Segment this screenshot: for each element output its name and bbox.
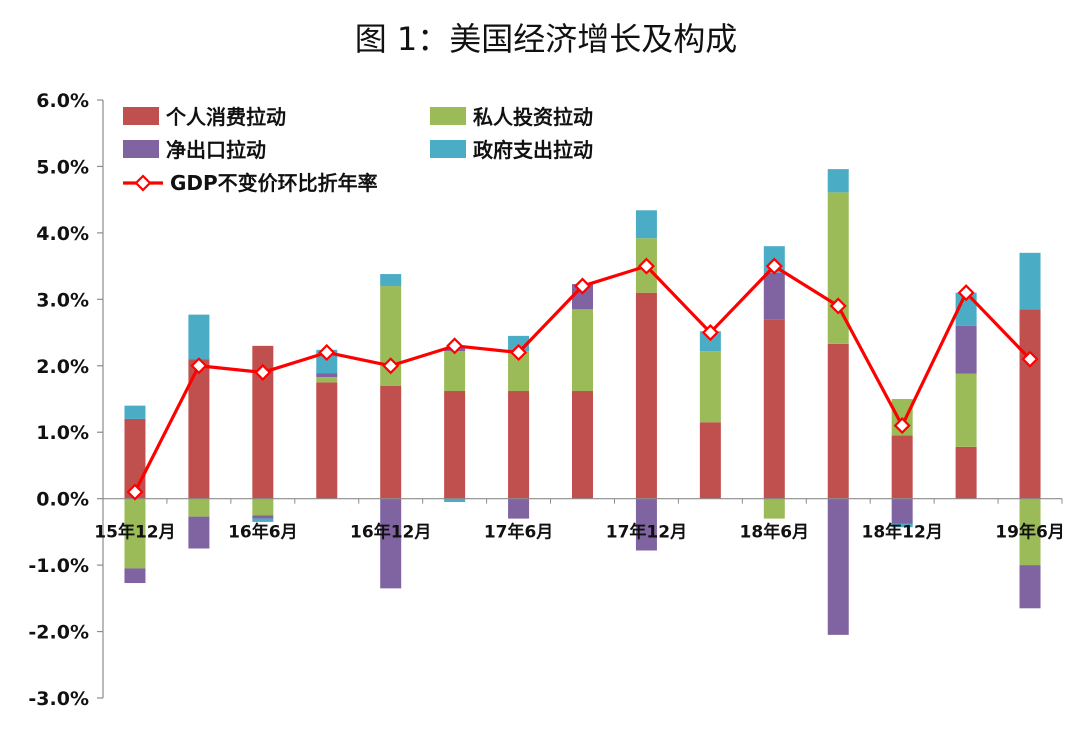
gdp-point-marker — [510, 343, 528, 362]
bar-segment — [508, 351, 530, 392]
bar-segment — [827, 169, 849, 193]
bar-segment — [444, 391, 466, 499]
y-tick-label: 1.0% — [36, 422, 89, 444]
y-tick-label: 6.0% — [36, 90, 89, 112]
bar-segment — [572, 391, 593, 499]
gdp-point-marker — [1021, 350, 1039, 368]
gdp-point-marker — [573, 277, 592, 295]
x-tick-label: 17年12月 — [606, 522, 687, 543]
bar-segment — [380, 385, 402, 499]
bar-segment — [699, 331, 721, 352]
legend-line-marker — [134, 174, 152, 192]
legend-label: 政府支出拉动 — [473, 138, 593, 162]
gdp-point-marker — [637, 257, 655, 275]
bar-segment — [891, 435, 913, 499]
x-tick-label: 19年6月 — [995, 522, 1065, 543]
legend-label: 个人消费拉动 — [165, 105, 286, 129]
bar-segment — [188, 516, 210, 549]
bar-segment — [763, 272, 785, 320]
y-tick-label: -3.0% — [28, 688, 89, 710]
legend-swatch — [123, 140, 159, 158]
y-tick-label: 0.0% — [36, 489, 89, 511]
bar-segment — [763, 319, 785, 499]
bar-segment — [124, 405, 146, 419]
x-tick-label: 17年6月 — [484, 522, 554, 543]
bar-segment — [955, 373, 977, 447]
bar-segment — [635, 292, 657, 499]
x-tick-label: 18年6月 — [740, 522, 810, 543]
bar-segment — [699, 351, 721, 423]
bar-segment — [508, 391, 530, 499]
y-tick-label: -2.0% — [28, 622, 89, 644]
legend-label: 私人投资拉动 — [473, 105, 593, 129]
bar-segment — [252, 498, 274, 516]
bar-segment — [827, 498, 849, 635]
bar-segment — [1019, 252, 1041, 310]
legend-swatch — [430, 107, 466, 125]
x-axis: 15年12月 16年6月 16年12月 17年6月 17年12月 18年6月 18年12月 1… — [94, 498, 1065, 543]
bar-segment — [635, 498, 657, 551]
x-tick-label: 16年12月 — [350, 522, 431, 543]
bar-segment — [827, 343, 849, 499]
bar-segment — [444, 351, 466, 392]
x-tick-label: 18年12月 — [862, 522, 943, 543]
bar-segment — [252, 515, 274, 519]
bar-segment — [188, 359, 210, 499]
gdp-point-marker — [829, 297, 847, 315]
x-tick-label: 15年12月 — [94, 522, 175, 543]
bar-segment — [508, 498, 530, 519]
bar-segment — [1019, 565, 1041, 609]
bar-segment — [380, 274, 402, 287]
gdp-point-marker — [318, 343, 336, 362]
gdp-point-marker — [765, 257, 783, 275]
gdp-point-marker — [446, 337, 464, 355]
bar-segment — [188, 498, 210, 517]
bar-segment — [1019, 498, 1041, 566]
y-axis: -3.0% -2.0% -1.0% 0.0% 1.0% 2.0% 3.0% 4.0% 5.0% 6… — [28, 90, 104, 710]
bar-segment — [316, 377, 338, 383]
bar-segment — [955, 446, 977, 499]
legend-swatch — [123, 107, 159, 125]
y-tick-label: 4.0% — [36, 223, 89, 245]
y-tick-label: 5.0% — [36, 156, 89, 178]
gdp-point-marker — [254, 363, 272, 381]
bar-segment — [316, 382, 338, 499]
bar-segment — [891, 498, 913, 524]
gdp-point-marker — [957, 284, 975, 302]
bar-segment — [380, 286, 402, 386]
bar-segment — [891, 523, 913, 528]
bar-segment — [572, 309, 593, 392]
gdp-point-marker — [190, 357, 208, 375]
bar-segment — [188, 314, 210, 360]
gdp-point-marker — [701, 323, 719, 342]
bar-segment — [252, 518, 274, 522]
bars-layer — [124, 169, 1041, 635]
y-tick-label: 3.0% — [36, 289, 89, 311]
bar-segment — [124, 568, 146, 584]
y-tick-label: -1.0% — [28, 555, 89, 577]
gdp-point-marker — [382, 357, 400, 375]
bar-segment — [316, 373, 338, 378]
bar-segment — [955, 325, 977, 374]
legend-swatch — [430, 140, 466, 158]
gdp-point-marker — [893, 417, 911, 435]
chart-title: 图 1：美国经济增长及构成 — [354, 20, 738, 58]
gdp-line-layer — [126, 257, 1039, 501]
bar-segment — [635, 210, 657, 239]
bar-segment — [1019, 309, 1041, 499]
legend-label: 净出口拉动 — [166, 138, 266, 162]
x-tick-label: 16年6月 — [228, 522, 298, 543]
bar-segment — [699, 422, 721, 499]
bar-segment — [124, 498, 146, 569]
bar-segment — [252, 345, 274, 499]
bar-segment — [763, 498, 785, 519]
legend-label: GDP不变价环比折年率 — [170, 171, 378, 195]
bar-segment — [380, 498, 402, 589]
y-tick-label: 2.0% — [36, 356, 89, 378]
gdp-point-marker — [126, 483, 144, 501]
bar-segment — [444, 498, 466, 502]
